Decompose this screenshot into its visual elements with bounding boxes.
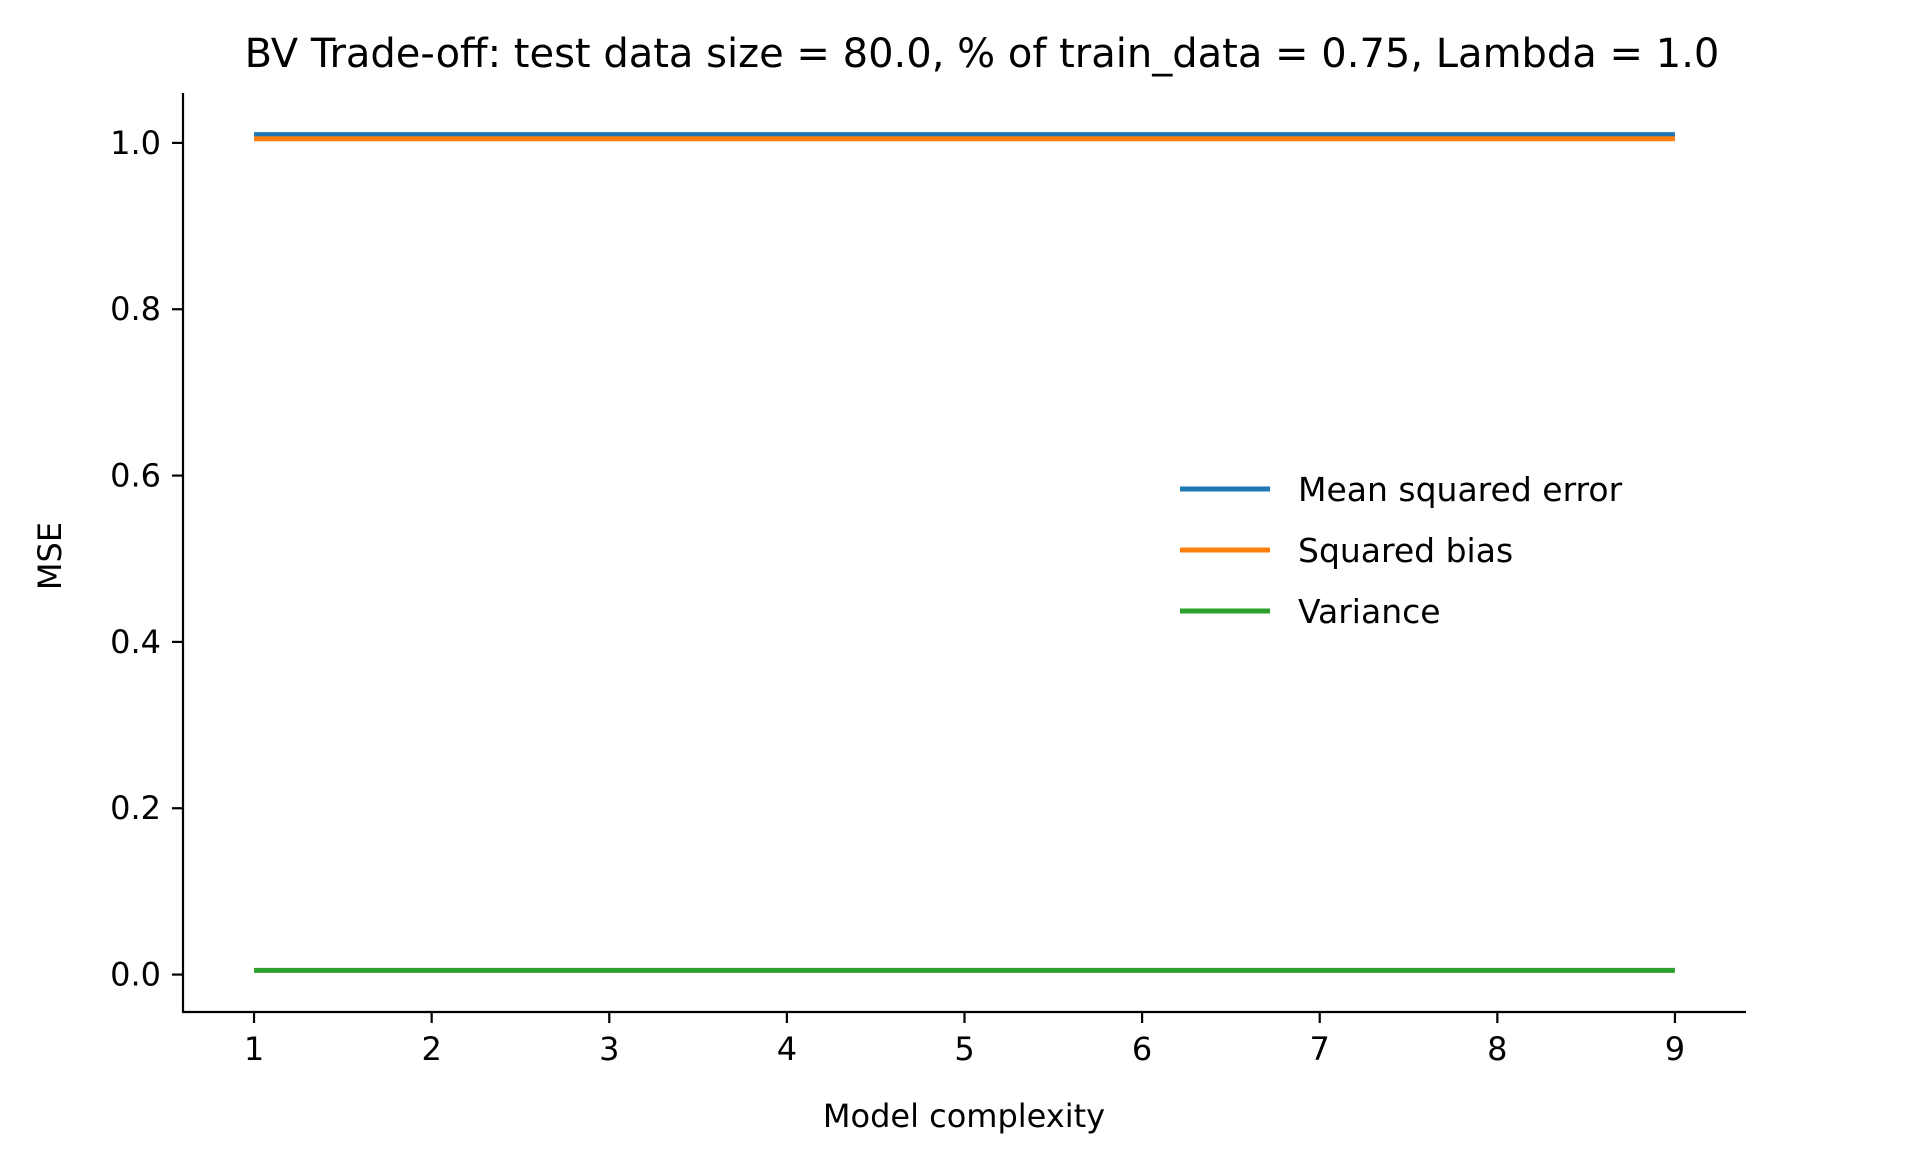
y-axis-ticks: 0.0 0.2 0.4 0.6 0.8 1.0 <box>110 124 183 994</box>
chart-title: BV Trade-off: test data size = 80.0, % o… <box>245 31 1720 77</box>
x-tick-label: 3 <box>599 1030 619 1068</box>
y-tick-label: 0.2 <box>110 789 161 827</box>
plot-area <box>254 132 1675 973</box>
x-tick-label: 9 <box>1665 1030 1685 1068</box>
y-axis-label: MSE <box>31 522 69 590</box>
x-tick-label: 6 <box>1132 1030 1152 1068</box>
y-tick-label: 0.8 <box>110 290 161 328</box>
x-tick-label: 7 <box>1310 1030 1330 1068</box>
x-tick-label: 1 <box>244 1030 264 1068</box>
legend: Mean squared error Squared bias Variance <box>1180 470 1623 631</box>
legend-label-1: Mean squared error <box>1298 470 1623 509</box>
x-tick-label: 5 <box>954 1030 974 1068</box>
x-tick-label: 4 <box>777 1030 797 1068</box>
y-tick-label: 0.4 <box>110 623 161 661</box>
legend-label-3: Variance <box>1298 592 1441 631</box>
x-tick-label: 2 <box>421 1030 441 1068</box>
x-axis-label: Model complexity <box>823 1097 1105 1135</box>
x-tick-label: 8 <box>1487 1030 1507 1068</box>
y-tick-label: 0.6 <box>110 457 161 495</box>
legend-label-2: Squared bias <box>1298 531 1513 570</box>
x-axis-ticks: 1 2 3 4 5 6 7 8 9 <box>244 1012 1685 1068</box>
y-tick-label: 1.0 <box>110 124 161 162</box>
y-tick-label: 0.0 <box>110 956 161 994</box>
